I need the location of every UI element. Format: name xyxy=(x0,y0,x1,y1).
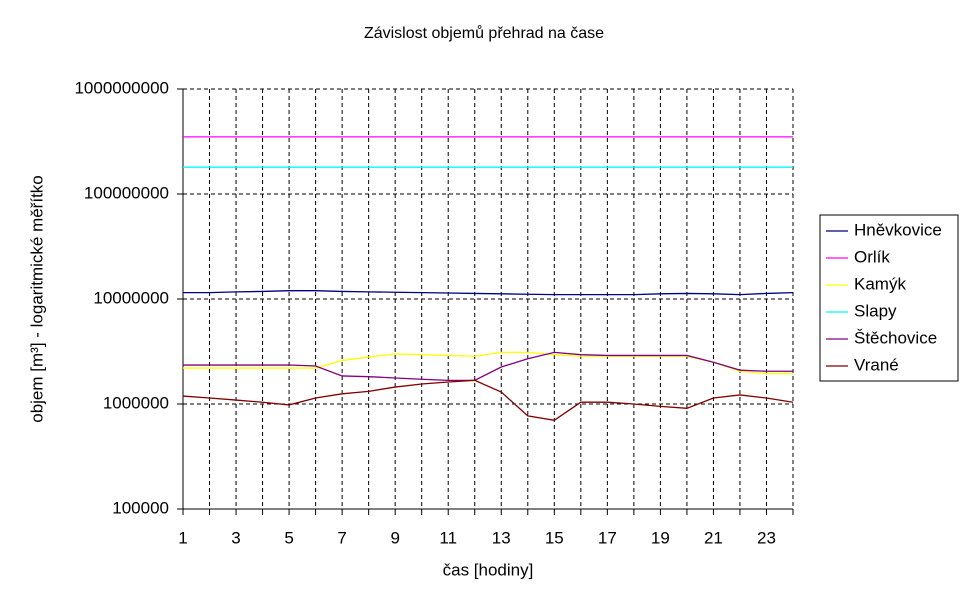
x-tick-label: 5 xyxy=(284,528,293,547)
y-tick-label: 10000000 xyxy=(93,288,169,307)
chart-title: Závislost objemů přehrad na čase xyxy=(364,24,604,42)
x-tick-label: 7 xyxy=(337,528,346,547)
series-line xyxy=(183,351,793,381)
series-line xyxy=(183,351,793,375)
legend-label: Štěchovice xyxy=(854,328,937,347)
x-tick-label: 1 xyxy=(178,528,187,547)
y-tick-label: 100000000 xyxy=(84,183,169,202)
x-tick-label: 15 xyxy=(545,528,564,547)
x-tick-label: 9 xyxy=(390,528,399,547)
legend-label: Kamýk xyxy=(854,274,906,293)
x-tick-label: 17 xyxy=(598,528,617,547)
x-tick-label: 21 xyxy=(704,528,723,547)
legend-box xyxy=(819,214,959,382)
series-line xyxy=(182,379,794,421)
x-tick-label: 11 xyxy=(439,528,457,547)
y-tick-label: 1000000000 xyxy=(74,78,169,97)
series-line xyxy=(183,290,794,296)
legend-label: Hněvkovice xyxy=(854,220,942,239)
legend-label: Slapy xyxy=(854,301,897,320)
x-axis-label: čas [hodiny] xyxy=(443,560,534,579)
legend-label: Orlík xyxy=(854,247,890,266)
x-tick-label: 3 xyxy=(231,528,240,547)
x-tick-label: 13 xyxy=(492,528,511,547)
y-axis-label: objem [m³] - logaritmické měřítko xyxy=(27,175,46,423)
x-tick-label: 23 xyxy=(757,528,776,547)
y-tick-label: 1000000 xyxy=(103,393,169,412)
y-tick-label: 100000 xyxy=(112,498,169,517)
x-tick-label: 19 xyxy=(651,528,670,547)
legend-label: Vrané xyxy=(854,355,899,374)
